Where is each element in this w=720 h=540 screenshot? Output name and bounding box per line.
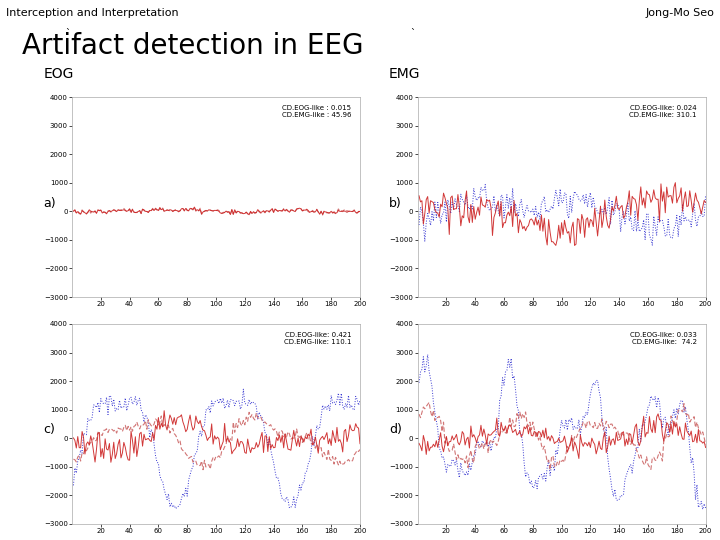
- Text: Jong-Mo Seo: Jong-Mo Seo: [645, 8, 714, 18]
- Text: EOG: EOG: [43, 68, 73, 82]
- Text: c): c): [43, 423, 55, 436]
- Text: EMG: EMG: [389, 68, 420, 82]
- Text: `: `: [410, 29, 415, 39]
- Text: b): b): [389, 197, 402, 210]
- Text: Interception and Interpretation: Interception and Interpretation: [6, 8, 179, 18]
- Text: CD.EOG-like : 0.015
CD.EMG-like : 45.96: CD.EOG-like : 0.015 CD.EMG-like : 45.96: [282, 105, 351, 118]
- Text: CD.EOG-like: 0.033
CD.EMG-like:  74.2: CD.EOG-like: 0.033 CD.EMG-like: 74.2: [630, 332, 697, 345]
- Text: CD.EOG-like: 0.024
CD.EMG-like: 310.1: CD.EOG-like: 0.024 CD.EMG-like: 310.1: [629, 105, 697, 118]
- Text: a): a): [43, 197, 56, 210]
- Text: d): d): [389, 423, 402, 436]
- Text: Artifact detection in EEG: Artifact detection in EEG: [22, 32, 363, 60]
- Text: CD.EOG-like: 0.421
CD.EMG-like: 110.1: CD.EOG-like: 0.421 CD.EMG-like: 110.1: [284, 332, 351, 345]
- Text: `: `: [65, 29, 70, 39]
